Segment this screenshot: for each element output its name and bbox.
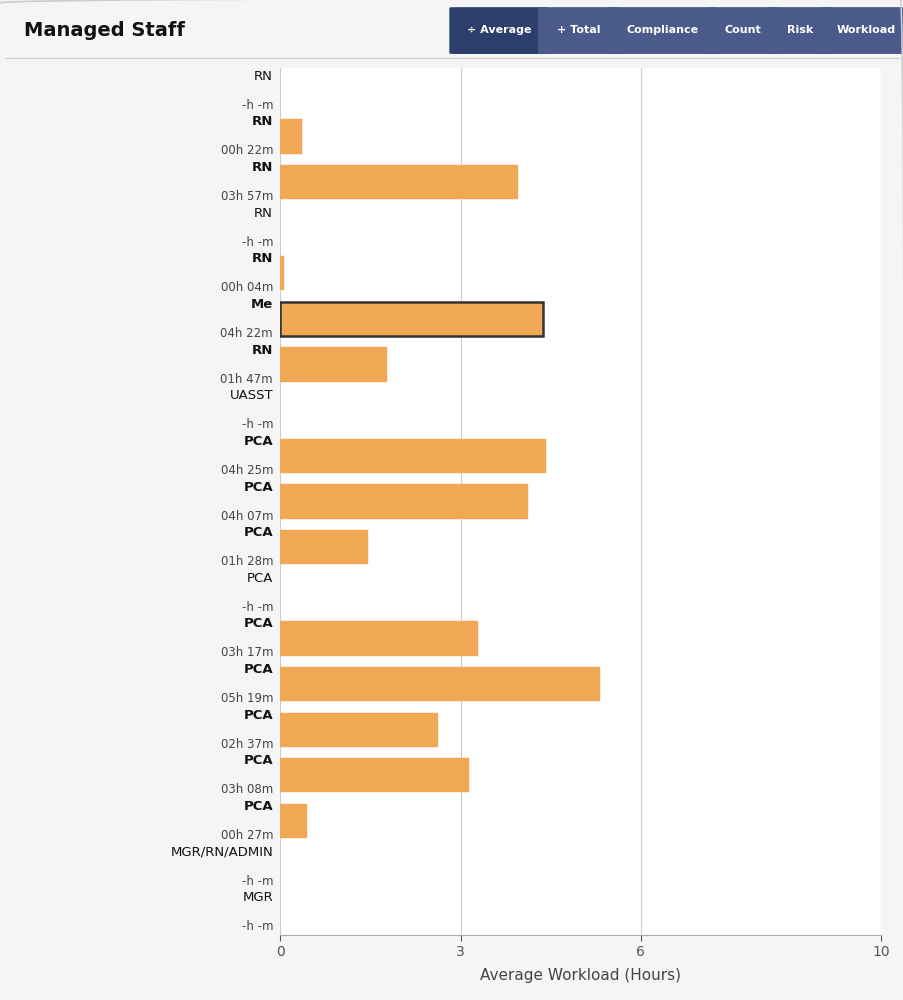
Bar xyxy=(280,347,387,382)
Text: 03h 17m: 03h 17m xyxy=(220,646,273,659)
Text: RN: RN xyxy=(251,252,273,265)
Text: Count: Count xyxy=(723,25,760,35)
FancyBboxPatch shape xyxy=(820,7,903,54)
Text: PCA: PCA xyxy=(243,435,273,448)
Text: 03h 57m: 03h 57m xyxy=(220,190,273,203)
Text: 04h 22m: 04h 22m xyxy=(220,327,273,340)
Text: PCA: PCA xyxy=(243,663,273,676)
Bar xyxy=(280,119,302,154)
Text: MGR/RN/ADMIN: MGR/RN/ADMIN xyxy=(170,846,273,859)
Bar xyxy=(280,165,517,199)
Bar xyxy=(280,621,477,656)
Text: 04h 07m: 04h 07m xyxy=(220,510,273,522)
Text: 00h 04m: 00h 04m xyxy=(220,281,273,294)
FancyBboxPatch shape xyxy=(449,7,548,54)
Bar xyxy=(280,804,307,838)
Text: ÷ Average: ÷ Average xyxy=(466,25,531,35)
Text: Me: Me xyxy=(250,298,273,311)
Text: RN: RN xyxy=(254,207,273,220)
Text: 00h 27m: 00h 27m xyxy=(220,829,273,842)
Text: 01h 28m: 01h 28m xyxy=(220,555,273,568)
Text: RN: RN xyxy=(251,344,273,357)
Text: PCA: PCA xyxy=(243,526,273,539)
Text: -h -m: -h -m xyxy=(241,99,273,112)
Text: PCA: PCA xyxy=(243,800,273,813)
Text: 02h 37m: 02h 37m xyxy=(220,738,273,751)
FancyBboxPatch shape xyxy=(608,7,716,54)
Text: RN: RN xyxy=(251,115,273,128)
Bar xyxy=(280,302,542,336)
Bar xyxy=(280,713,437,747)
Bar xyxy=(280,484,527,519)
Text: Managed Staff: Managed Staff xyxy=(24,20,185,39)
Text: 05h 19m: 05h 19m xyxy=(220,692,273,705)
Text: PCA: PCA xyxy=(247,572,273,585)
Text: 03h 08m: 03h 08m xyxy=(220,783,273,796)
Bar xyxy=(280,256,284,290)
Text: -h -m: -h -m xyxy=(241,920,273,933)
Text: MGR: MGR xyxy=(242,891,273,904)
Text: -h -m: -h -m xyxy=(241,875,273,888)
Bar xyxy=(280,439,545,473)
FancyBboxPatch shape xyxy=(537,7,619,54)
Bar xyxy=(280,530,368,564)
Text: PCA: PCA xyxy=(243,754,273,767)
Text: PCA: PCA xyxy=(243,709,273,722)
Text: 01h 47m: 01h 47m xyxy=(220,373,273,386)
FancyBboxPatch shape xyxy=(705,7,777,54)
Text: RN: RN xyxy=(251,161,273,174)
Text: 00h 22m: 00h 22m xyxy=(220,144,273,157)
Text: UASST: UASST xyxy=(229,389,273,402)
Bar xyxy=(280,667,600,701)
Text: Compliance: Compliance xyxy=(626,25,698,35)
Text: -h -m: -h -m xyxy=(241,601,273,614)
Text: + Total: + Total xyxy=(556,25,600,35)
Bar xyxy=(280,758,468,792)
X-axis label: Average Workload (Hours): Average Workload (Hours) xyxy=(479,968,681,983)
Text: -h -m: -h -m xyxy=(241,418,273,431)
Text: PCA: PCA xyxy=(243,617,273,630)
Text: PCA: PCA xyxy=(243,481,273,494)
Text: Workload: Workload xyxy=(835,25,895,35)
FancyBboxPatch shape xyxy=(767,7,831,54)
Text: -h -m: -h -m xyxy=(241,236,273,249)
Text: 04h 25m: 04h 25m xyxy=(220,464,273,477)
Text: RN: RN xyxy=(254,70,273,83)
Text: Risk: Risk xyxy=(786,25,812,35)
